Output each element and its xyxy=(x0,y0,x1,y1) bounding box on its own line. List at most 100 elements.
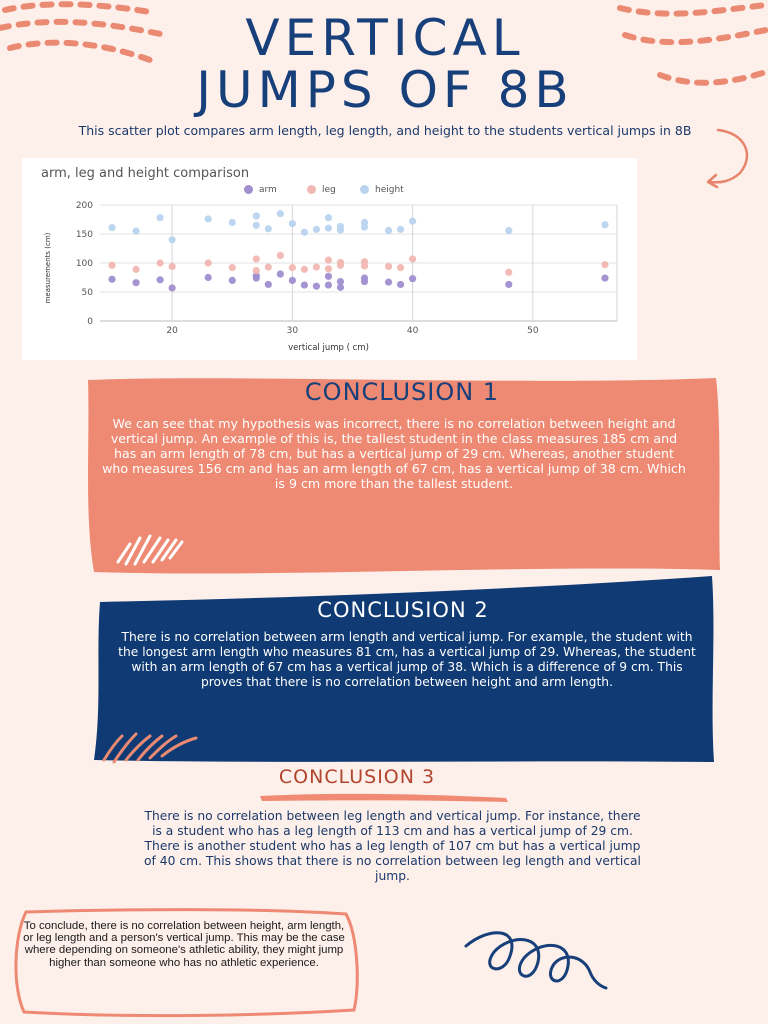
x-tick-label: 30 xyxy=(287,326,299,336)
conclusion2-text: There is no correlation between arm leng… xyxy=(118,630,696,689)
legend-label-leg: leg xyxy=(322,185,336,195)
point-height xyxy=(252,212,260,220)
brush-underline-icon xyxy=(260,793,508,802)
point-arm xyxy=(288,276,296,284)
point-height xyxy=(601,221,609,229)
y-tick-label: 100 xyxy=(76,259,93,269)
point-height xyxy=(300,228,308,236)
point-arm xyxy=(336,283,345,291)
chart-title: arm, leg and height comparison xyxy=(41,166,250,181)
point-leg xyxy=(324,256,333,264)
point-arm xyxy=(409,275,417,283)
conclusion1-text: We can see that my hypothesis was incorr… xyxy=(102,416,686,491)
point-height xyxy=(324,214,333,222)
point-height xyxy=(312,225,321,233)
point-leg xyxy=(156,259,164,267)
point-leg xyxy=(300,265,308,273)
x-tick-label: 50 xyxy=(527,326,539,336)
point-height xyxy=(336,222,345,231)
point-height xyxy=(156,214,164,222)
point-arm xyxy=(264,280,272,289)
final-conclusion-text: To conclude, there is no correlation bet… xyxy=(23,920,345,969)
point-height xyxy=(384,226,393,235)
point-arm xyxy=(300,281,308,289)
point-arm xyxy=(601,274,609,282)
x-tick-label: 40 xyxy=(407,326,419,336)
point-leg xyxy=(312,263,321,271)
point-arm xyxy=(252,272,260,280)
point-height xyxy=(228,218,236,226)
point-leg xyxy=(252,255,260,263)
scribble-loops-icon xyxy=(464,931,608,990)
y-tick-label: 0 xyxy=(87,317,93,327)
legend-swatch-height xyxy=(360,185,369,194)
conclusion2-panel xyxy=(94,576,714,764)
y-tick-label: 50 xyxy=(82,288,94,298)
dash-swirl-icon xyxy=(0,1,168,63)
scatter-chart: 0 50 100 150 200 20 30 40 50 vertical jump ( cm) m… xyxy=(22,158,637,360)
point-arm xyxy=(132,279,140,287)
point-arm xyxy=(336,277,345,286)
point-leg xyxy=(228,264,236,272)
scatter-plot-area: 0 50 100 150 200 20 30 40 50 vertical jump ( cm) m… xyxy=(44,201,618,353)
conclusion2-title: CONCLUSION 2 xyxy=(317,598,489,622)
point-leg xyxy=(360,258,369,266)
brush-stroke-icon xyxy=(116,534,184,566)
point-height xyxy=(204,215,212,223)
final-box-border xyxy=(14,908,359,1018)
point-leg xyxy=(336,258,345,267)
point-leg xyxy=(168,262,176,271)
point-leg xyxy=(396,264,405,272)
point-height xyxy=(324,224,333,232)
point-leg xyxy=(204,259,212,267)
legend-swatch-arm xyxy=(244,185,253,194)
point-arm xyxy=(396,280,405,289)
point-leg xyxy=(601,261,609,269)
dash-swirl-icon xyxy=(617,2,768,86)
point-height xyxy=(409,217,417,225)
point-height xyxy=(360,218,369,226)
point-height xyxy=(396,225,405,233)
point-leg xyxy=(264,263,272,271)
curved-arrow-icon xyxy=(706,128,749,189)
legend-label-arm: arm xyxy=(259,185,277,195)
point-arm xyxy=(276,270,284,278)
point-arm xyxy=(312,282,321,290)
y-axis-label: measurements (cm) xyxy=(44,232,52,303)
legend-item-height: height xyxy=(360,185,404,195)
point-leg xyxy=(324,265,333,273)
y-tick-label: 150 xyxy=(76,230,93,240)
page-title-line2: JUMPS OF 8B xyxy=(196,61,574,119)
x-tick-label: 20 xyxy=(166,326,178,336)
page-title: VERTICAL JUMPS OF 8B xyxy=(60,12,710,116)
conclusion1-title: CONCLUSION 1 xyxy=(304,378,500,406)
point-arm xyxy=(384,278,393,286)
conclusion3-title: CONCLUSION 3 xyxy=(278,766,436,788)
point-arm xyxy=(204,273,212,282)
point-leg xyxy=(505,268,513,276)
page-title-line1: VERTICAL xyxy=(245,9,525,67)
point-height xyxy=(288,219,296,228)
point-leg xyxy=(108,261,116,269)
conclusion1-panel xyxy=(88,378,720,574)
point-leg xyxy=(409,255,417,263)
y-tick-label: 200 xyxy=(76,201,93,211)
point-leg xyxy=(276,251,284,260)
point-height xyxy=(276,210,284,218)
point-leg xyxy=(132,265,140,273)
point-leg xyxy=(288,264,296,272)
point-arm xyxy=(360,274,369,282)
point-arm xyxy=(228,276,236,284)
point-arm xyxy=(505,280,513,289)
conclusion3-text: There is no correlation between leg leng… xyxy=(144,809,641,883)
intro-text: This scatter plot compares arm length, l… xyxy=(78,123,692,138)
point-arm xyxy=(324,272,333,280)
point-arm xyxy=(168,284,176,292)
point-arm xyxy=(324,281,333,289)
point-leg xyxy=(252,266,260,275)
legend-item-arm: arm xyxy=(244,185,277,195)
point-height xyxy=(264,225,272,233)
brush-stroke-icon xyxy=(102,732,198,764)
point-height xyxy=(505,226,513,235)
chart-legend: arm leg height xyxy=(22,185,637,199)
